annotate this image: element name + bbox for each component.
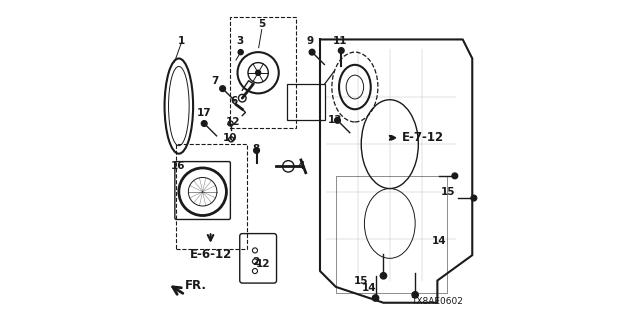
- Circle shape: [335, 117, 340, 123]
- Text: 12: 12: [225, 117, 240, 127]
- Circle shape: [412, 292, 419, 298]
- Circle shape: [220, 86, 225, 92]
- Text: 6: 6: [230, 96, 237, 106]
- Circle shape: [309, 49, 315, 55]
- Text: 16: 16: [171, 161, 185, 171]
- Bar: [230, 17, 296, 128]
- Text: 10: 10: [223, 133, 238, 143]
- Text: 9: 9: [307, 36, 314, 46]
- Text: TX8AE0602: TX8AE0602: [412, 297, 463, 306]
- Text: 5: 5: [259, 19, 266, 28]
- Circle shape: [380, 273, 387, 279]
- Text: 3: 3: [236, 36, 244, 46]
- Text: 12: 12: [256, 259, 271, 269]
- Text: 2: 2: [252, 257, 260, 267]
- Bar: [175, 144, 247, 249]
- Circle shape: [202, 121, 207, 126]
- Text: 15: 15: [353, 276, 368, 286]
- Text: 8: 8: [252, 144, 260, 154]
- Circle shape: [471, 195, 477, 201]
- Circle shape: [253, 148, 259, 153]
- Text: 4: 4: [298, 161, 305, 171]
- Circle shape: [372, 295, 379, 301]
- Bar: [287, 84, 324, 120]
- Text: 13: 13: [328, 115, 342, 125]
- Text: 14: 14: [362, 283, 376, 292]
- Text: E-7-12: E-7-12: [401, 131, 444, 144]
- Text: 7: 7: [211, 76, 218, 86]
- Text: E-6-12: E-6-12: [189, 248, 232, 261]
- Circle shape: [339, 48, 344, 53]
- Circle shape: [238, 50, 243, 55]
- Circle shape: [452, 173, 458, 179]
- Text: FR.: FR.: [184, 279, 207, 292]
- Circle shape: [255, 70, 260, 75]
- Text: 11: 11: [332, 36, 347, 46]
- Text: 1: 1: [177, 36, 185, 46]
- Text: 14: 14: [431, 236, 446, 246]
- Text: 15: 15: [441, 187, 456, 197]
- Text: 17: 17: [197, 108, 212, 118]
